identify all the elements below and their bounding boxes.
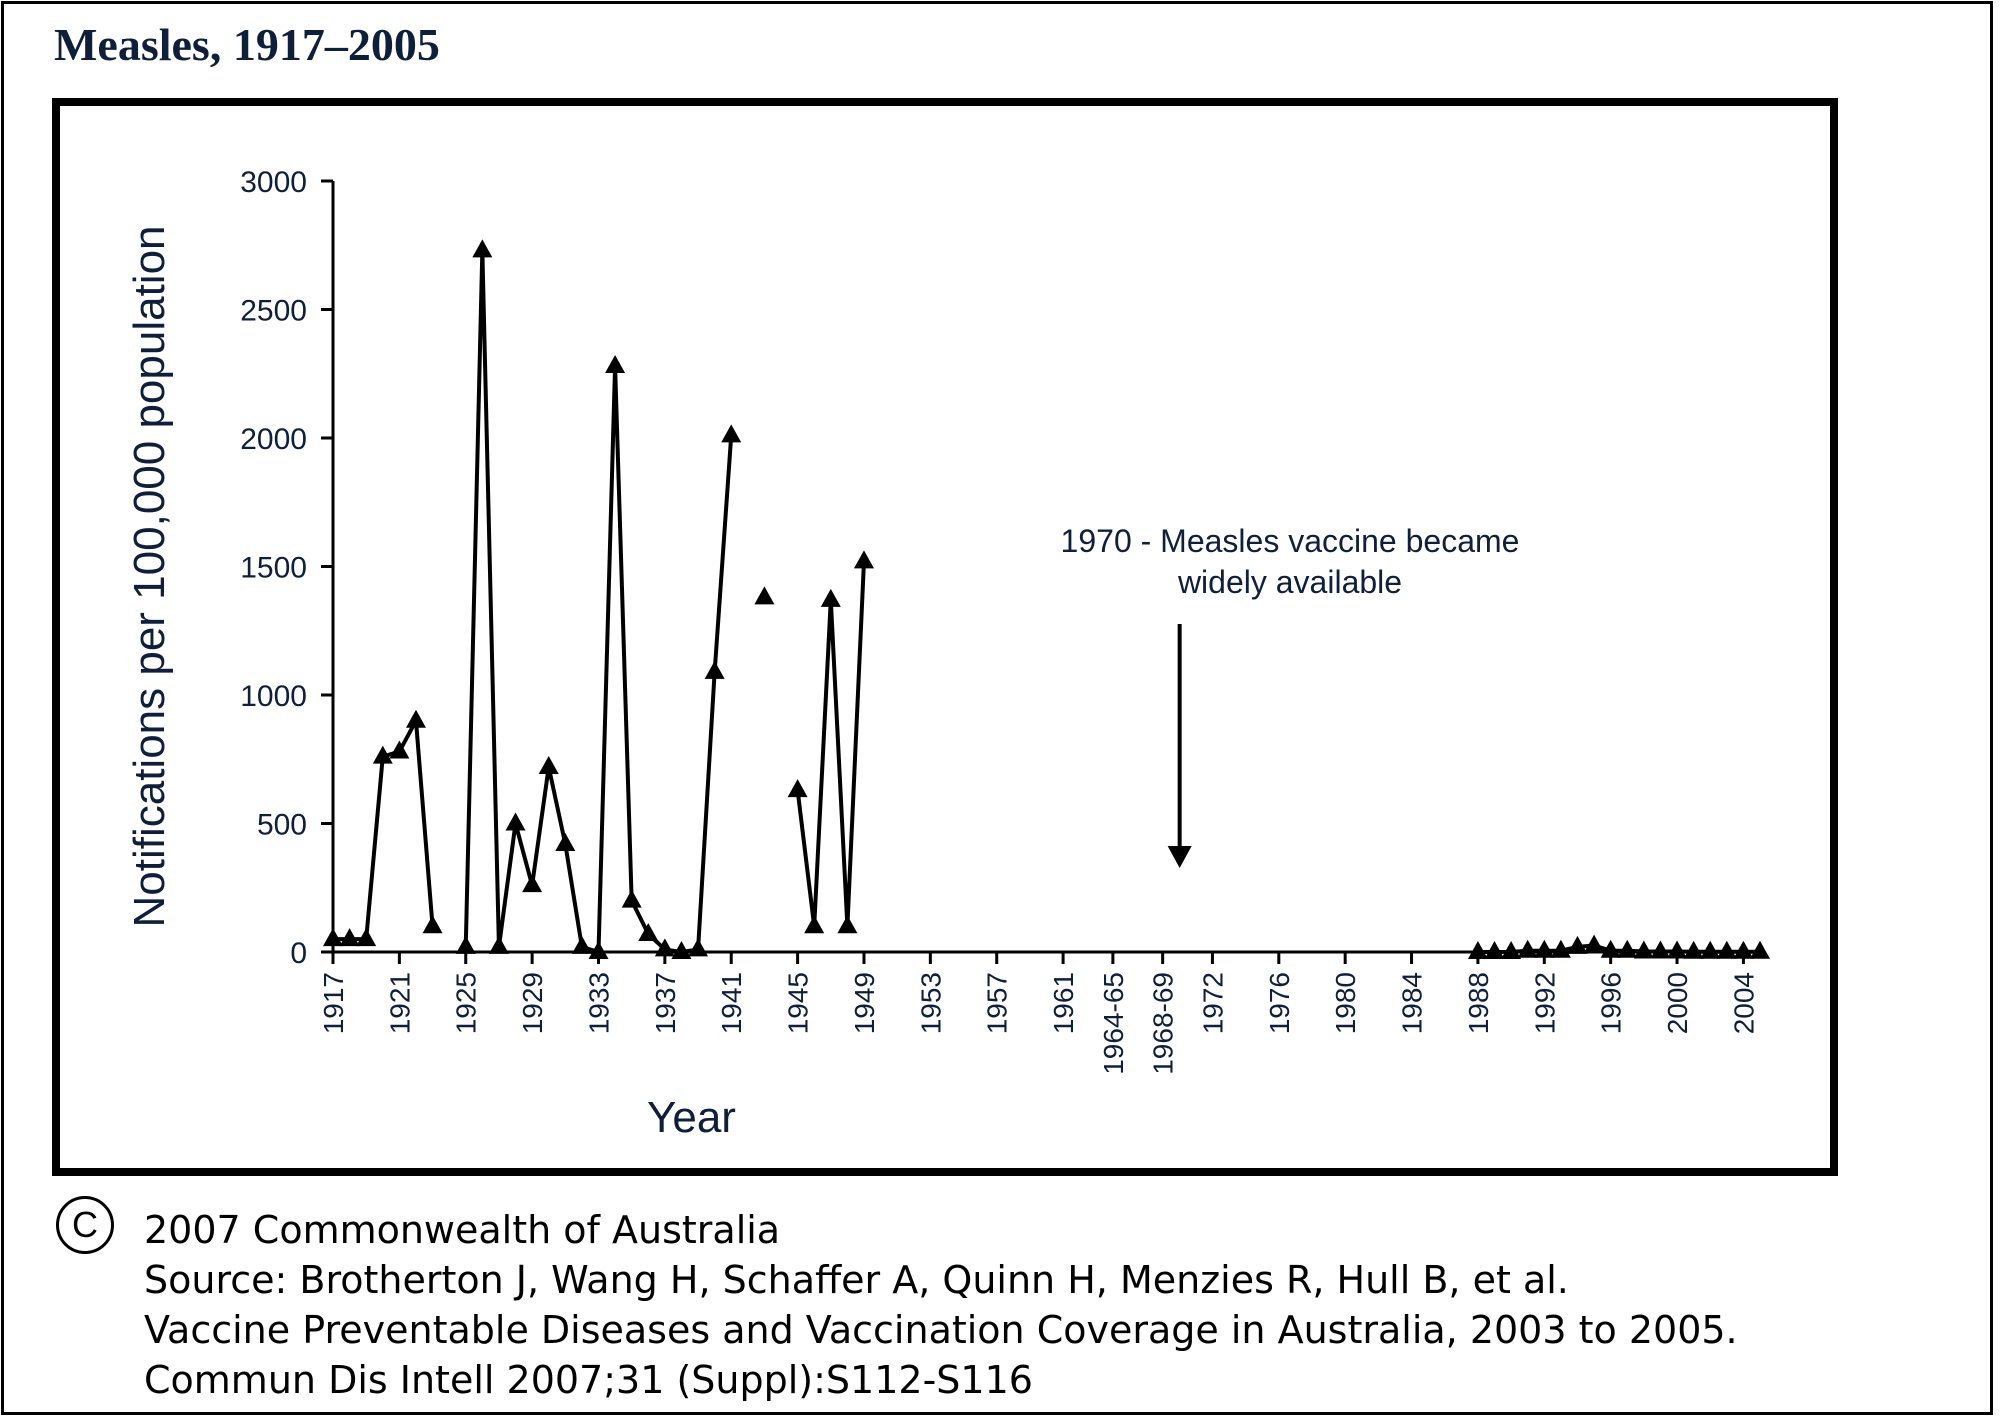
credit-line: Source: Brotherton J, Wang H, Schaffer A… xyxy=(144,1258,1569,1302)
x-tick-label: 1941 xyxy=(716,972,747,1034)
data-point-marker xyxy=(1584,934,1605,953)
y-tick-label: 2000 xyxy=(240,423,307,456)
x-tick-label: 1929 xyxy=(517,972,548,1034)
data-point-marker xyxy=(671,941,692,959)
data-point-marker xyxy=(1667,940,1688,959)
data-point-marker xyxy=(638,923,659,942)
data-point-marker xyxy=(588,941,609,959)
series-line xyxy=(795,561,866,927)
copyright-icon: C xyxy=(56,1196,114,1254)
x-tick-label: 1976 xyxy=(1264,972,1295,1034)
data-point-marker xyxy=(721,424,742,443)
data-point-marker xyxy=(853,550,874,569)
data-point-marker xyxy=(1501,941,1522,959)
data-point-marker xyxy=(787,779,808,798)
x-tick-label: 1964-65 xyxy=(1098,972,1129,1075)
credit-line: Commun Dis Intell 2007;31 (Suppl):S112-S… xyxy=(144,1358,1033,1402)
data-point-marker xyxy=(688,938,709,957)
data-point-marker xyxy=(754,586,775,605)
data-point-marker xyxy=(356,928,377,947)
figure-title: Measles, 1917–2005 xyxy=(54,19,440,70)
data-point-marker xyxy=(405,709,426,728)
data-point-marker xyxy=(1567,935,1588,954)
x-tick-label: 1992 xyxy=(1529,972,1560,1034)
y-tick-label: 1000 xyxy=(240,680,307,713)
data-point-marker xyxy=(505,812,526,831)
y-tick-label: 0 xyxy=(290,937,307,970)
data-point-marker xyxy=(804,915,825,934)
annotation-text: 1970 - Measles vaccine became xyxy=(1061,523,1520,559)
x-tick-label: 1961 xyxy=(1048,972,1079,1034)
x-tick-label: 1917 xyxy=(318,972,349,1034)
y-tick-label: 1500 xyxy=(240,552,307,585)
data-point-marker xyxy=(1550,939,1571,958)
x-tick-label: 1945 xyxy=(783,972,814,1034)
y-tick-label: 2500 xyxy=(240,295,307,328)
x-axis-title: Year xyxy=(647,1093,736,1142)
data-point-marker xyxy=(820,588,841,607)
data-point-marker xyxy=(1633,940,1654,959)
x-tick-label: 1937 xyxy=(650,972,681,1034)
data-point-marker xyxy=(555,833,576,852)
x-tick-label: 1949 xyxy=(849,972,880,1034)
data-point-marker xyxy=(571,935,592,954)
data-point-marker xyxy=(488,935,509,954)
x-tick-label: 1984 xyxy=(1397,972,1428,1034)
x-tick-label: 1921 xyxy=(384,972,415,1034)
data-point-marker xyxy=(1700,940,1721,959)
annotation-text: widely available xyxy=(1177,564,1402,600)
data-point-marker xyxy=(422,915,443,934)
credit-line: Vaccine Preventable Diseases and Vaccina… xyxy=(144,1308,1738,1352)
data-point-marker xyxy=(1750,940,1770,959)
data-point-marker xyxy=(1517,939,1538,958)
data-point-marker xyxy=(1683,940,1704,959)
data-point-marker xyxy=(837,915,858,934)
data-point-marker xyxy=(339,928,360,947)
data-point-marker xyxy=(1534,939,1555,958)
x-tick-label: 1957 xyxy=(982,972,1013,1034)
data-point-marker xyxy=(323,928,343,947)
data-point-marker xyxy=(1600,939,1621,958)
chart-frame xyxy=(52,98,1838,1176)
data-point-marker xyxy=(1484,941,1505,959)
data-point-marker xyxy=(372,745,393,764)
data-point-marker xyxy=(1617,939,1638,958)
data-point-marker xyxy=(538,755,559,774)
data-point-marker xyxy=(472,239,493,258)
x-tick-label: 1988 xyxy=(1463,972,1494,1034)
x-tick-label: 1933 xyxy=(583,972,614,1034)
credit-line: 2007 Commonwealth of Australia xyxy=(144,1208,781,1252)
data-point-marker xyxy=(621,889,642,908)
x-tick-label: 1953 xyxy=(915,972,946,1034)
data-point-marker xyxy=(1733,940,1754,959)
series-line xyxy=(1477,943,1760,954)
x-tick-label: 1968-69 xyxy=(1148,972,1179,1075)
x-tick-label: 1980 xyxy=(1330,972,1361,1034)
data-point-marker xyxy=(704,660,725,679)
data-point-marker xyxy=(1650,940,1671,959)
data-point-marker xyxy=(389,740,410,759)
x-tick-label: 2000 xyxy=(1662,972,1693,1034)
x-tick-label: 2004 xyxy=(1728,972,1759,1034)
y-axis-title: Notifications per 100,000 population xyxy=(125,225,174,927)
data-point-marker xyxy=(605,355,626,374)
x-tick-label: 1996 xyxy=(1596,972,1627,1034)
x-tick-label: 1925 xyxy=(451,972,482,1034)
annotation-arrow-head xyxy=(1167,846,1192,868)
y-tick-label: 3000 xyxy=(240,166,307,199)
y-tick-label: 500 xyxy=(257,809,307,842)
data-point-marker xyxy=(455,935,476,954)
x-tick-label: 1972 xyxy=(1197,972,1228,1034)
data-point-marker xyxy=(654,938,675,957)
credits: 2007 Commonwealth of Australia Source: B… xyxy=(144,1205,1738,1405)
data-point-marker xyxy=(1467,941,1488,959)
data-point-marker xyxy=(1716,940,1737,959)
data-point-marker xyxy=(522,874,543,893)
series-line xyxy=(463,250,734,955)
